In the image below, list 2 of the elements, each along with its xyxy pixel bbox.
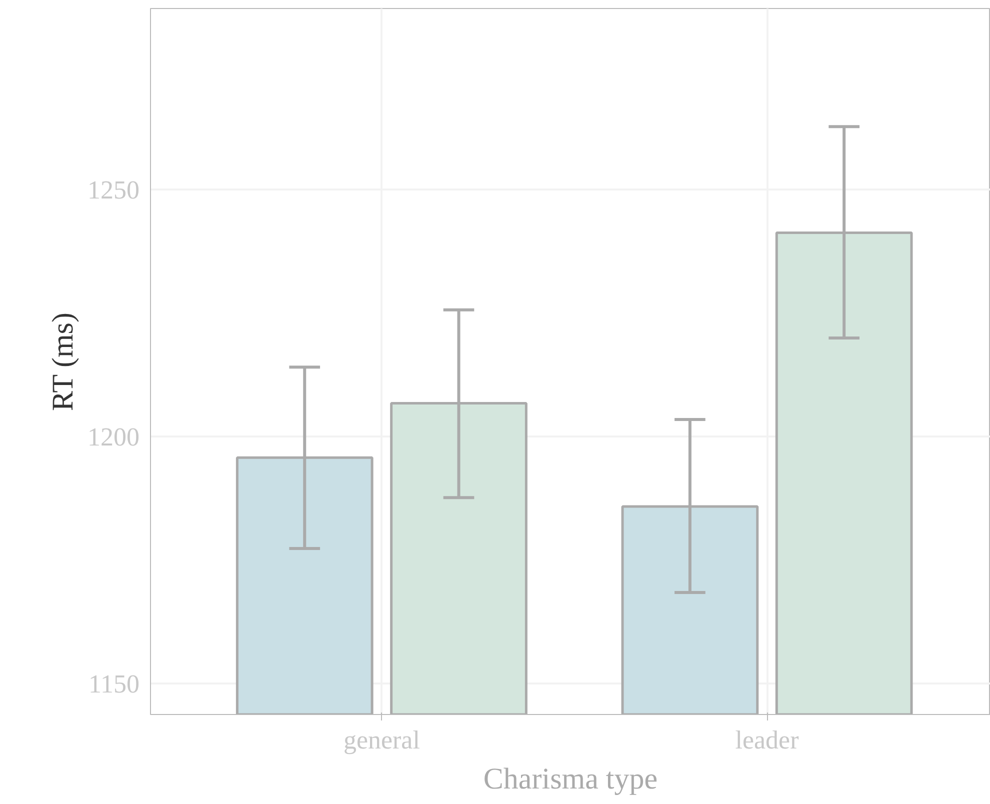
x-axis-title: Charisma type: [483, 762, 658, 796]
y-axis-title: RT (ms): [46, 312, 80, 412]
